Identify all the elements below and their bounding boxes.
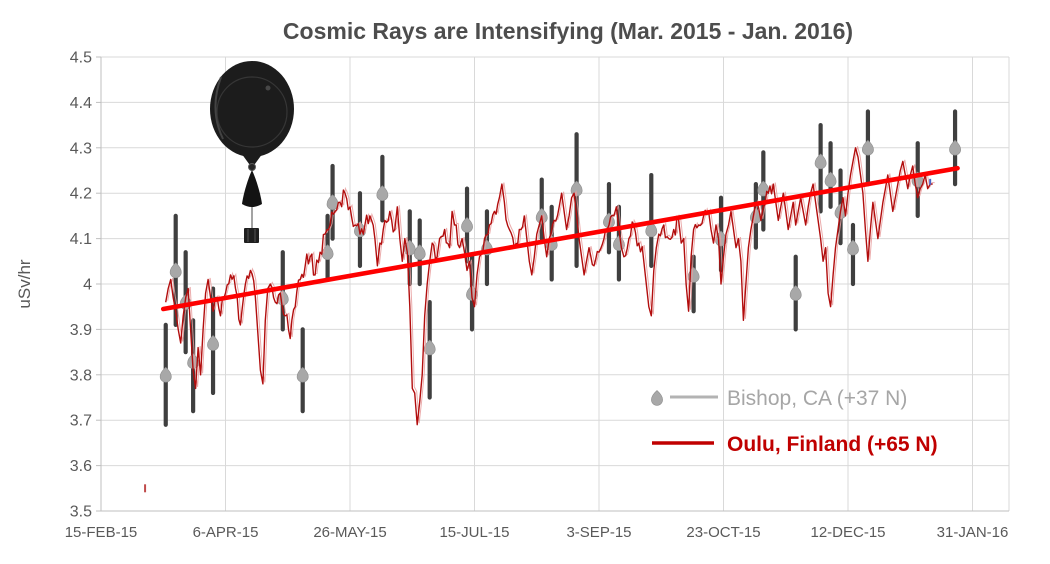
x-tick-label: 23-OCT-15 xyxy=(686,524,760,541)
chart-title: Cosmic Rays are Intensifying (Mar. 2015 … xyxy=(283,18,853,44)
y-tick-label: 3.5 xyxy=(70,504,92,521)
legend-markers xyxy=(651,390,718,445)
bishop-point xyxy=(757,180,770,197)
bishop-point xyxy=(847,239,859,256)
x-tick-label: 15-JUL-15 xyxy=(439,524,509,541)
oulu-series xyxy=(165,146,935,426)
y-tick-label: 4.2 xyxy=(70,186,92,203)
bishop-point xyxy=(376,185,389,201)
y-axis-ticks: 4.5 4.4 4.3 4.2 4.1 4 3.9 3.8 3.7 3.6 3.5 xyxy=(70,50,92,521)
x-tick-label: 15-FEB-15 xyxy=(65,524,138,541)
y-tick-label: 3.6 xyxy=(70,458,92,475)
y-tick-label: 4.4 xyxy=(70,95,92,112)
gridlines xyxy=(96,56,1010,512)
bishop-point xyxy=(645,221,658,238)
balloon-highlight xyxy=(214,76,224,140)
legend-label-oulu: Oulu, Finland (+65 N) xyxy=(727,433,938,456)
x-tick-label: 6-APR-15 xyxy=(193,524,259,541)
legend-label-bishop: Bishop, CA (+37 N) xyxy=(727,387,907,410)
x-tick-label: 31-JAN-16 xyxy=(937,524,1009,541)
chart-artifacts xyxy=(144,178,932,493)
bishop-point xyxy=(207,335,219,351)
y-tick-label: 4.3 xyxy=(70,140,92,157)
balloon-vent-dot xyxy=(265,85,271,91)
y-tick-label: 3.7 xyxy=(70,413,92,430)
bishop-point xyxy=(321,244,334,260)
bishop-point xyxy=(169,262,182,278)
trend-line xyxy=(160,165,960,312)
balloon-envelope xyxy=(210,61,294,157)
oulu-line xyxy=(165,147,933,426)
payload-box xyxy=(244,228,259,243)
balloon-inner-shade xyxy=(216,76,288,148)
parachute-cone xyxy=(242,170,262,207)
y-tick-label: 4.1 xyxy=(70,231,92,248)
balloon-neck xyxy=(236,146,268,168)
legend: Bishop, CA (+37 N) Oulu, Finland (+65 N) xyxy=(651,387,938,456)
bishop-point xyxy=(949,139,961,156)
bishop-series xyxy=(159,109,961,427)
y-tick-label: 4 xyxy=(83,277,92,294)
bishop-point xyxy=(824,171,837,188)
bishop-point xyxy=(326,194,339,210)
x-axis-ticks: 15-FEB-15 6-APR-15 26-MAY-15 15-JUL-15 3-SEP… xyxy=(65,524,1009,541)
x-tick-label: 3-SEP-15 xyxy=(566,524,631,541)
bishop-point xyxy=(413,244,426,260)
legend-balloon-drop-icon xyxy=(651,390,663,406)
bishop-point xyxy=(814,153,827,170)
bishop-point xyxy=(862,139,874,156)
bishop-point xyxy=(159,366,172,383)
balloon-knot xyxy=(248,163,256,171)
y-tick-label: 4.5 xyxy=(70,50,92,67)
bishop-point xyxy=(296,366,309,383)
oulu-line-echo xyxy=(167,146,935,424)
y-tick-label: 3.9 xyxy=(70,322,92,339)
bishop-point xyxy=(789,285,802,301)
y-axis-label: uSv/hr xyxy=(15,259,34,308)
bishop-point xyxy=(461,217,473,233)
weather-balloon-graphic xyxy=(210,61,294,243)
trend-line-segment xyxy=(160,165,960,312)
x-tick-label: 26-MAY-15 xyxy=(313,524,386,541)
x-tick-label: 12-DEC-15 xyxy=(810,524,885,541)
y-tick-label: 3.8 xyxy=(70,367,92,384)
